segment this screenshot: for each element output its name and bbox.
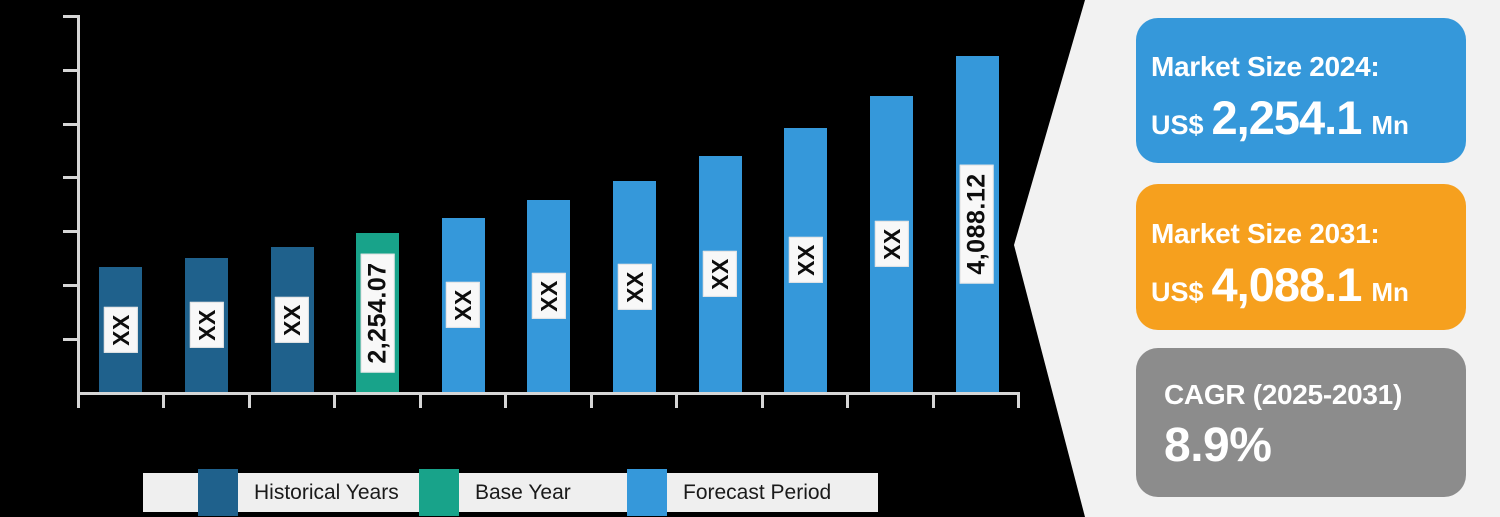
market-size-2024-value: 2,254.1 (1211, 91, 1363, 144)
bar-value-label: XX (703, 251, 738, 297)
bar-value-label: XX (189, 302, 224, 348)
legend-label-base: Base Year (475, 480, 571, 504)
y-axis-tick (63, 68, 77, 72)
x-axis-tick (846, 395, 850, 408)
chart-bar: XX (527, 200, 571, 392)
x-axis-tick (162, 395, 166, 408)
cagr-card: CAGR (2025-2031) 8.9% (1136, 348, 1466, 497)
bar-value-label: XX (531, 273, 566, 319)
x-axis-ticks (77, 395, 1020, 408)
y-axis-tick (63, 230, 77, 234)
chart-bar: XX (99, 267, 143, 392)
chart-bar: XX (270, 247, 314, 392)
chart-bar: XX (784, 128, 828, 392)
y-axis-tick (63, 176, 77, 180)
plot-area: XX XX XX 2,254.07 XX XX XX XX XX XX 4,088.12 (78, 0, 1020, 392)
bar-value-label: XX (103, 306, 138, 353)
bar-value-label: 2,254.07 (360, 252, 395, 373)
legend-item-base: Base Year (419, 469, 571, 516)
legend-label-forecast: Forecast Period (683, 480, 832, 504)
currency-label: US$ (1151, 277, 1204, 307)
card-value-row: US$ 4,088.1 Mn (1151, 257, 1466, 312)
bar-value-label: 4,088.12 (960, 164, 995, 284)
bar-value-label: XX (788, 237, 823, 283)
unit-label: Mn (1371, 110, 1409, 140)
legend-item-historical: Historical Years (198, 469, 399, 516)
x-axis-line (77, 392, 1020, 395)
legend: Historical Years Base Year Forecast Period (143, 469, 878, 516)
legend-label-historical: Historical Years (254, 480, 399, 504)
bar-value-label: XX (617, 263, 652, 310)
x-axis-tick (931, 395, 935, 408)
chart-bar: XX (869, 96, 913, 392)
chart-bar: XX (613, 181, 657, 392)
legend-item-forecast: Forecast Period (627, 469, 832, 516)
market-size-2031-value: 4,088.1 (1211, 258, 1363, 311)
legend-swatch-base (419, 469, 459, 516)
x-axis-tick (1016, 395, 1020, 408)
card-title: Market Size 2031: (1151, 218, 1380, 249)
chart-bar: 2,254.07 (356, 233, 400, 392)
chart-bar: XX (698, 156, 742, 392)
legend-swatch-historical (198, 469, 238, 516)
card-title: CAGR (2025-2031) (1164, 379, 1402, 410)
market-size-2031-card: Market Size 2031: US$ 4,088.1 Mn (1136, 184, 1466, 330)
x-axis-tick (418, 395, 422, 408)
chart-bar: XX (184, 258, 228, 392)
y-axis-tick (63, 284, 77, 288)
x-axis-tick (504, 395, 508, 408)
x-axis-tick (247, 395, 251, 408)
currency-label: US$ (1151, 110, 1204, 140)
x-axis-tick (675, 395, 679, 408)
chart-bar: 4,088.12 (955, 56, 999, 392)
bar-value-label: XX (446, 282, 481, 328)
unit-label: Mn (1371, 277, 1409, 307)
legend-swatch-forecast (627, 469, 667, 516)
y-axis-tick (63, 15, 77, 18)
bar-value-label: XX (275, 296, 310, 343)
bar-value-label: XX (874, 221, 909, 267)
x-axis-tick (760, 395, 764, 408)
card-title: Market Size 2024: (1151, 51, 1380, 82)
x-axis-tick (77, 395, 80, 408)
y-axis-tick (63, 122, 77, 126)
y-axis-tick (63, 337, 77, 341)
y-axis-ticks (63, 15, 77, 341)
cagr-value: 8.9% (1164, 419, 1272, 472)
market-size-2024-card: Market Size 2024: US$ 2,254.1 Mn (1136, 18, 1466, 163)
card-value-row: US$ 2,254.1 Mn (1151, 90, 1466, 145)
chart-bar: XX (441, 218, 485, 392)
y-axis-line (77, 15, 80, 396)
x-axis-tick (589, 395, 593, 408)
x-axis-tick (333, 395, 337, 408)
